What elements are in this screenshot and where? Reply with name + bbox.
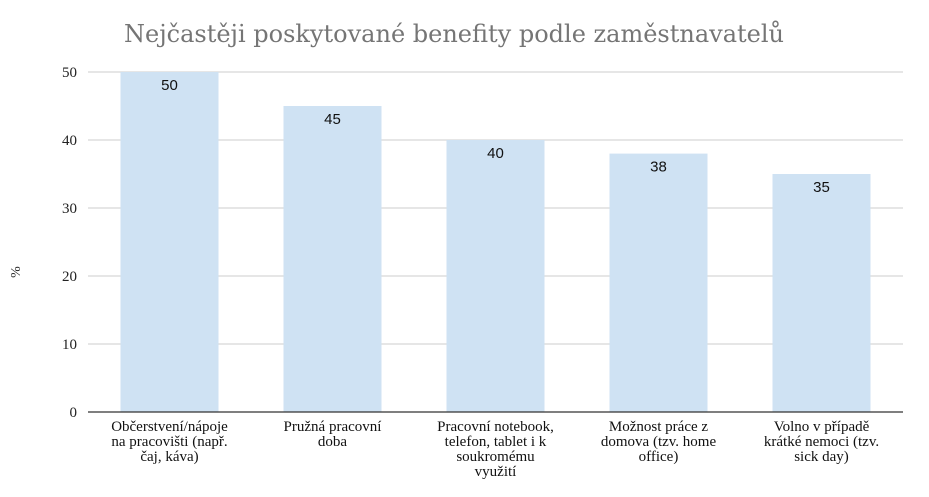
y-tick-label: 50 — [62, 65, 77, 81]
data-label: 35 — [813, 179, 830, 196]
y-tick-label: 30 — [62, 201, 77, 217]
y-tick-label: 0 — [70, 405, 78, 421]
bar — [609, 153, 708, 412]
bars — [120, 72, 871, 412]
data-label: 50 — [161, 77, 178, 94]
data-label: 40 — [487, 145, 504, 162]
data-label: 38 — [650, 159, 667, 176]
x-tick-label: Možnost práce z domova (tzv. home office) — [601, 419, 717, 465]
x-tick-label: Volno v případě krátké nemoci (tzv. sick d… — [764, 419, 879, 465]
bar — [120, 72, 219, 412]
bar — [772, 174, 871, 412]
chart-title: Nejčastěji poskytované benefity podle za… — [124, 20, 784, 48]
x-axis-categories: Občerstvení/nápoje na pracovišti (např. ča… — [111, 419, 879, 480]
y-tick-label: 40 — [62, 133, 77, 149]
bar — [283, 106, 382, 412]
x-tick-label: Občerstvení/nápoje na pracovišti (např. ča… — [111, 419, 228, 465]
data-labels: 50 45 40 38 35 — [161, 77, 830, 196]
data-label: 45 — [324, 111, 341, 128]
y-tick-label: 10 — [62, 337, 77, 353]
y-axis-label: % — [9, 266, 24, 278]
bar — [446, 140, 545, 412]
x-tick-label: Pracovní notebook, telefon, tablet i k sou… — [437, 419, 554, 480]
y-tick-label: 20 — [62, 269, 77, 285]
x-tick-label: Pružná pracovní doba — [284, 419, 382, 450]
